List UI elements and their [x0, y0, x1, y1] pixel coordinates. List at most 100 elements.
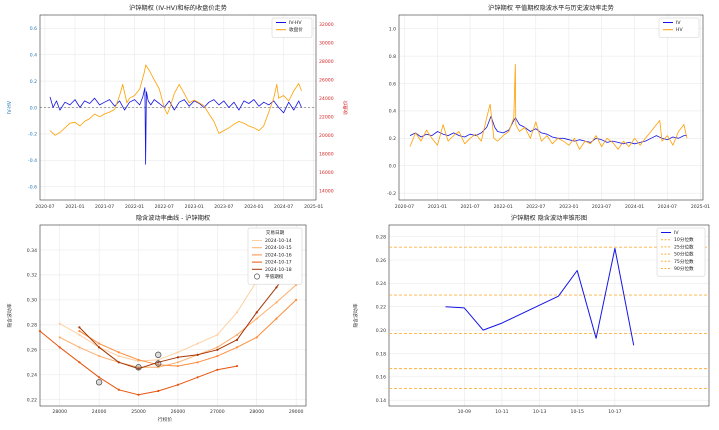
atm-marker — [155, 351, 162, 358]
y-tick-label: 0.24 — [27, 373, 37, 379]
legend-label: 2024-10-14 — [265, 238, 292, 244]
x-tick-label: 2021-07 — [460, 204, 479, 210]
x-tick-label: 28000 — [249, 409, 264, 415]
y2-tick-label: 24000 — [319, 96, 334, 102]
x-tick-label: 2021-01 — [428, 204, 447, 210]
y-tick-label: 0.30 — [27, 298, 37, 304]
series-line — [409, 63, 688, 150]
y-tick-label: 0.8 — [389, 54, 396, 60]
data-point — [196, 376, 199, 379]
x-tick-label: 29000 — [289, 409, 304, 415]
data-point — [117, 351, 120, 354]
series-line — [79, 299, 297, 367]
data-point — [176, 383, 180, 386]
x-tick-label: 10-15 — [571, 409, 584, 415]
x-tick-label: 2021-01 — [65, 204, 84, 210]
data-point — [117, 388, 120, 391]
y-tick-label: 0.26 — [27, 348, 37, 354]
data-point — [255, 317, 258, 320]
y2-tick-label: 30000 — [319, 41, 334, 47]
chart-p1: 沪锌期权 (IV-HV)和标的收盘价走势 2020-07 2021-01 2021-0… — [7, 4, 349, 210]
x-tick-label: 2020-07 — [395, 204, 414, 210]
data-point — [157, 366, 160, 369]
x-tick-label: 2023-01 — [559, 204, 578, 210]
x-tick-label: 27000 — [210, 409, 225, 415]
legend-label: 75分位数 — [674, 258, 694, 265]
legend-label: IV — [676, 20, 681, 26]
x-tick-label: 10-09 — [458, 409, 471, 415]
y2-tick-label: 28000 — [319, 59, 334, 65]
legend-label: 2024-10-18 — [265, 267, 292, 273]
data-point — [216, 333, 219, 336]
data-point — [255, 311, 258, 314]
data-point — [196, 342, 199, 345]
data-point — [196, 353, 199, 356]
data-point — [78, 346, 81, 349]
series-line — [49, 64, 302, 136]
y-tick-label: -0.2 — [28, 132, 37, 138]
x-tick-label: 10-11 — [495, 409, 508, 415]
legend-label: 50分位数 — [674, 251, 694, 258]
data-point — [117, 354, 120, 358]
legend-label: 2024-10-17 — [265, 260, 292, 266]
chart-p3: 隐含波动率曲线 - 沪锌期权 28000 24000 25000 26000 27000 2… — [6, 214, 307, 423]
y-tick-label: 0.2 — [389, 136, 396, 142]
y2-tick-label: 18000 — [319, 152, 334, 158]
x-tick-label: 2025-01 — [304, 204, 323, 210]
data-point — [255, 336, 258, 339]
x-tick-label: 2023-07 — [214, 204, 233, 210]
legend-label: 2024-10-16 — [265, 252, 292, 258]
legend-label: 10分位数 — [674, 236, 694, 243]
x-tick-label: 2022-07 — [155, 204, 174, 210]
y-tick-label: 0.16 — [376, 375, 386, 381]
data-point — [235, 311, 239, 314]
y-axis-label: IV-HV — [7, 100, 13, 114]
legend-box — [247, 227, 303, 285]
data-point — [216, 346, 219, 349]
x-tick-label: 2024-07 — [658, 204, 677, 210]
y-tick-label: 0.24 — [376, 281, 386, 287]
x-tick-label: 28000 — [52, 409, 67, 415]
y-tick-label: 0.20 — [376, 328, 386, 334]
y-tick-label: 0.26 — [376, 258, 386, 264]
y-tick-label: 0.22 — [27, 398, 37, 404]
legend-label: IV — [674, 230, 679, 236]
data-point — [58, 322, 61, 325]
x-tick-label: 2023-01 — [185, 204, 204, 210]
x-tick-label: 2022-01 — [125, 204, 144, 210]
data-point — [98, 376, 101, 379]
y-axis-label: 隐含波动率 — [352, 303, 359, 327]
y-tick-label: -0.6 — [28, 185, 37, 191]
data-point — [295, 298, 298, 301]
atm-marker — [155, 360, 162, 367]
data-point — [176, 364, 180, 368]
data-point — [157, 361, 160, 364]
y2-tick-label: 14000 — [319, 189, 334, 195]
y-tick-label: 0.14 — [376, 398, 386, 404]
data-point — [117, 361, 120, 364]
chart-p4: 沪锌期权 隐含波动率锥形图 10-09 10-11 10-13 10-15 10-17 0.… — [352, 214, 710, 415]
y-tick-label: 0.0 — [389, 164, 396, 170]
x-tick-label: 26000 — [171, 409, 186, 415]
plot-frame — [398, 14, 704, 201]
data-point — [157, 363, 160, 366]
data-point — [176, 356, 180, 359]
y2-tick-label: 20000 — [319, 133, 334, 139]
data-point — [98, 354, 101, 358]
legend-marker — [254, 273, 260, 280]
chart-title: 隐含波动率曲线 - 沪锌期权 — [136, 214, 210, 222]
data-point — [78, 326, 81, 329]
data-point — [275, 301, 278, 304]
y-tick-label: 0.4 — [389, 109, 396, 115]
chart-title: 沪锌期权 隐含波动率锥形图 — [511, 214, 587, 222]
data-point — [78, 330, 81, 333]
data-point — [58, 336, 61, 339]
y-tick-label: 0.28 — [27, 323, 37, 329]
legend-label: 收盘价 — [289, 26, 303, 33]
data-point — [235, 364, 239, 368]
series-line — [79, 259, 297, 370]
data-point — [235, 338, 239, 341]
data-point — [157, 358, 160, 361]
legend-label: 2024-10-15 — [265, 245, 292, 251]
atm-marker — [135, 364, 142, 371]
